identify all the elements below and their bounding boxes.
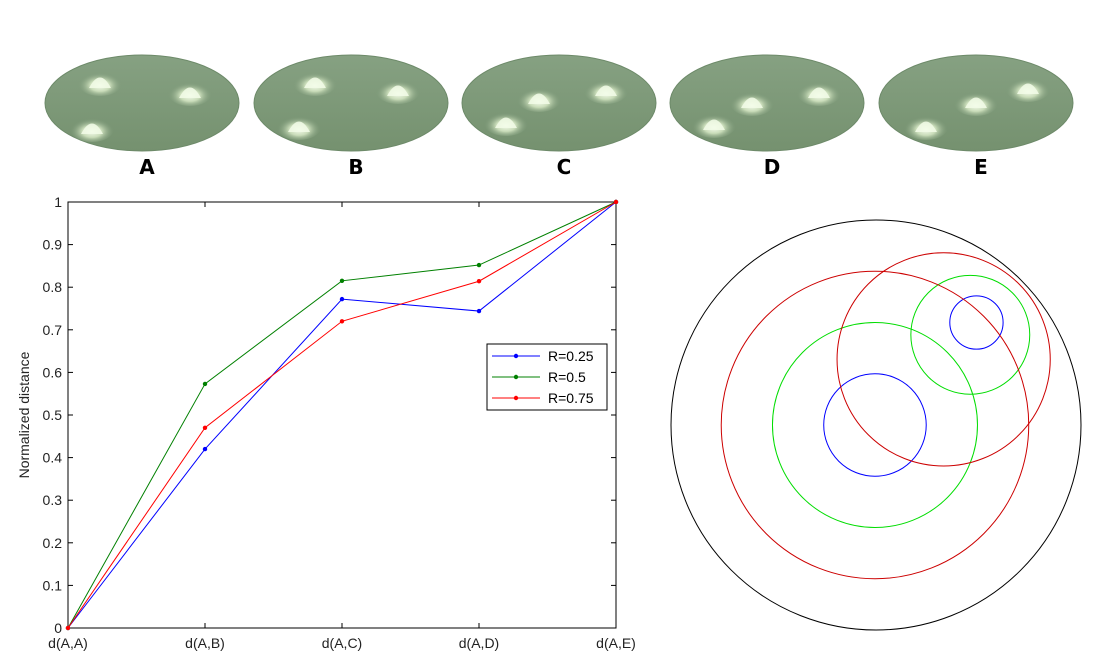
data-point <box>613 199 619 205</box>
circle-diagram <box>670 219 1082 631</box>
data-point <box>476 262 482 268</box>
x-tick-label: d(A,C) <box>322 635 362 651</box>
x-tick-label: d(A,E) <box>596 635 636 651</box>
surface-panel: A <box>44 54 240 179</box>
surface-panel: E <box>878 54 1074 179</box>
x-axis-ticks: d(A,A) d(A,B) d(A,C) d(A,D) d(A,E) <box>48 202 636 651</box>
surface-panel: D <box>669 54 865 179</box>
legend-marker <box>513 353 519 359</box>
y-tick-label: 0.3 <box>43 492 63 508</box>
diagram-circle <box>823 373 927 477</box>
surface-peak-highlight <box>915 121 937 132</box>
legend: R=0.25 R=0.5 R=0.75 <box>486 343 608 411</box>
surface-disk <box>44 54 240 152</box>
x-tick-label: d(A,B) <box>185 635 225 651</box>
y-tick-label: 0.1 <box>43 577 63 593</box>
panel-label: C <box>557 155 572 179</box>
diagram-circle <box>771 322 978 528</box>
panel-label: B <box>348 155 363 179</box>
diagram-circle <box>836 252 1051 467</box>
diagram-circle <box>910 274 1031 395</box>
y-axis-label: Normalized distance <box>16 351 32 478</box>
legend-marker <box>513 374 519 380</box>
legend-marker <box>513 395 519 401</box>
surface-peak-highlight <box>387 85 409 96</box>
y-tick-label: 0.2 <box>43 535 63 551</box>
y-axis-ticks: 0 0.1 0.2 0.3 0.4 0.5 0.6 0.7 0.8 0.9 1 <box>43 194 616 636</box>
surface-peak-highlight <box>808 87 830 98</box>
surface-peak-highlight <box>495 117 517 128</box>
surface-peak-highlight <box>595 85 617 96</box>
y-tick-label: 0.5 <box>43 407 63 423</box>
surface-peak-highlight <box>703 119 725 130</box>
y-tick-label: 1 <box>54 194 62 210</box>
series-lines <box>65 199 619 631</box>
legend-label: R=0.25 <box>548 348 594 364</box>
surface-peak-highlight <box>288 121 310 132</box>
surface-peak-highlight <box>528 93 550 104</box>
x-tick-label: d(A,A) <box>48 635 88 651</box>
legend-label: R=0.75 <box>548 390 594 406</box>
x-tick-label: d(A,D) <box>459 635 499 651</box>
series-line <box>67 201 617 629</box>
y-tick-label: 0.4 <box>43 450 63 466</box>
surface-peak-highlight <box>89 77 111 88</box>
surface-peak-highlight <box>741 97 763 108</box>
surface-disk <box>253 54 449 152</box>
y-tick-label: 0.7 <box>43 322 63 338</box>
diagram-circle <box>720 270 1030 580</box>
data-point <box>476 279 482 284</box>
y-tick-label: 0.8 <box>43 279 63 295</box>
surface-peak-highlight <box>965 97 987 108</box>
series-line <box>67 201 617 629</box>
y-tick-label: 0.9 <box>43 237 63 253</box>
data-point <box>476 308 482 314</box>
surface-peak-highlight <box>81 123 103 134</box>
data-point <box>339 278 345 284</box>
surface-panel: B <box>253 54 449 179</box>
panel-label: A <box>139 155 155 179</box>
data-point <box>202 381 208 387</box>
y-tick-label: 0.6 <box>43 364 63 380</box>
data-point <box>202 425 208 430</box>
line-chart: 00.10.20.30.40.50.60.70.80.91 d(A,A) d(A,… <box>16 194 636 651</box>
plot-frame <box>67 201 617 629</box>
data-point <box>65 625 71 631</box>
surface-peak-highlight <box>1017 83 1039 94</box>
diagram-circle <box>949 295 1004 350</box>
data-point <box>202 446 208 452</box>
data-point <box>339 319 345 324</box>
legend-label: R=0.5 <box>548 369 586 385</box>
y-tick-label: 0 <box>54 620 62 636</box>
surface-panel: C <box>461 54 657 179</box>
data-point <box>339 296 345 302</box>
surface-panels: A B C D E <box>44 54 1074 179</box>
surface-peak-highlight <box>304 77 326 88</box>
panel-label: D <box>764 155 781 179</box>
surface-peak-highlight <box>179 87 201 98</box>
panel-label: E <box>974 155 988 179</box>
diagram-circle <box>670 219 1082 631</box>
series-line <box>67 201 617 629</box>
